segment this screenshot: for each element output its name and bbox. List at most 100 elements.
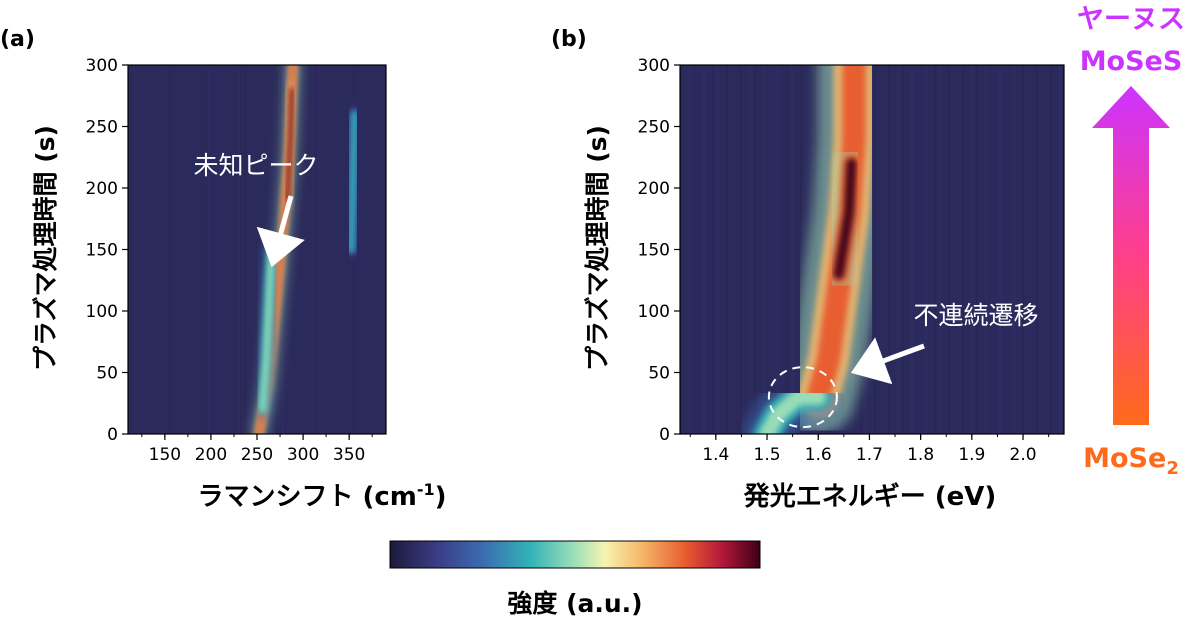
annotation-arrow-b xyxy=(850,337,925,385)
y-tick-label: 150 xyxy=(86,241,118,261)
annotation-discontinuous-transition: 不連続遷移 xyxy=(913,301,1038,330)
heatmap-texture-streak xyxy=(689,65,691,434)
y-tick-label: 250 xyxy=(86,118,118,138)
colorbar-gradient xyxy=(389,540,761,569)
heatmap-texture-streak xyxy=(712,65,714,434)
heatmap-texture-streak xyxy=(680,65,682,434)
x-tick-label: 350 xyxy=(333,445,365,465)
y-axis-title-a: プラズマ処理時間 (s) xyxy=(31,125,60,371)
janus-label: ヤーヌス xyxy=(1077,4,1185,35)
heatmap-texture-streak xyxy=(205,65,207,434)
moses-label: MoSeS xyxy=(1080,46,1183,77)
heatmap-texture-streak xyxy=(130,65,132,434)
heatmap-texture-streak xyxy=(206,65,208,434)
y-tick-label: 0 xyxy=(107,425,118,445)
heatmap-texture-streak xyxy=(317,65,319,434)
heatmap-texture-streak xyxy=(754,65,756,434)
heatmap-texture-streak xyxy=(129,65,131,434)
heatmap-texture-streak xyxy=(313,65,315,434)
heatmap-texture-streak xyxy=(800,65,802,434)
x-tick-label: 1.9 xyxy=(958,445,985,465)
panel-b: (b) 0 50 100 150 200 250 300 1.4 1.5 1.6 1.7 1.8 1.9… xyxy=(551,27,1065,512)
x-tick-label: 1.4 xyxy=(702,445,729,465)
heatmap-texture-streak xyxy=(128,65,130,434)
heatmap-b xyxy=(680,65,1064,434)
y-tick-label: 50 xyxy=(96,364,118,384)
heatmap-texture-streak xyxy=(999,65,1001,434)
heatmap-texture-streak xyxy=(888,65,890,434)
x-tick-label: 300 xyxy=(287,445,319,465)
heatmap-texture-streak xyxy=(976,65,978,434)
heatmap-texture-streak xyxy=(703,65,705,434)
panel-label-b: (b) xyxy=(551,27,587,52)
colorbar-label: 強度 (a.u.) xyxy=(507,589,642,618)
heatmap-texture-streak xyxy=(934,65,936,434)
heatmap-texture-streak xyxy=(314,65,316,434)
heatmap-texture-streak xyxy=(962,65,964,434)
colorbar: 強度 (a.u.) xyxy=(389,540,761,618)
axes-b: 0 50 100 150 200 250 300 1.4 1.5 1.6 1.7 1.8 1.9 2.0 不… xyxy=(638,56,1065,465)
panel-label-a: (a) xyxy=(0,27,35,52)
heatmap-texture-streak xyxy=(740,65,742,434)
x-tick-label: 1.7 xyxy=(856,445,883,465)
transition-dashed-circle xyxy=(767,366,838,429)
y-tick-label: 300 xyxy=(638,56,670,76)
band-pl-low xyxy=(759,389,826,434)
x-tick-label: 1.6 xyxy=(805,445,832,465)
x-tick-label: 1.5 xyxy=(754,445,781,465)
heatmap-texture-streak xyxy=(240,65,242,434)
y-tick-label: 250 xyxy=(638,118,670,138)
heatmap-texture-streak xyxy=(1059,65,1061,434)
mose2-label: MoSe2 xyxy=(1083,443,1179,479)
band-pl-core xyxy=(833,158,857,280)
x-axis-title-b: 発光エネルギー (eV) xyxy=(743,482,997,512)
heatmap-texture-streak xyxy=(166,65,168,434)
heatmap-texture-streak xyxy=(165,65,167,434)
heatmap-texture-streak xyxy=(726,65,728,434)
heatmap-texture-streak xyxy=(985,65,987,434)
axes-a: 0 50 100 150 200 250 300 150 200 250 300 350 未知ピーク xyxy=(86,56,387,465)
heatmap-texture-streak xyxy=(717,65,719,434)
x-tick-label: 200 xyxy=(195,445,227,465)
y-tick-label: 100 xyxy=(86,302,118,322)
heatmap-texture-streak xyxy=(203,65,205,434)
heatmap-texture-streak xyxy=(763,65,765,434)
y-tick-label: 200 xyxy=(638,179,670,199)
band-side-band-350 xyxy=(348,111,358,253)
heatmap-texture-streak xyxy=(777,65,779,434)
heatmap-texture-streak xyxy=(207,65,209,434)
x-tick-label: 250 xyxy=(241,445,273,465)
x-axis-title-a: ラマンシフト (cm-1) xyxy=(197,480,446,512)
x-tick-label: 1.8 xyxy=(907,445,934,465)
transition-arrow-icon xyxy=(1092,86,1170,425)
heatmap-texture-streak xyxy=(1022,65,1024,434)
heatmap-texture-streak xyxy=(1050,65,1052,434)
heatmap-texture-streak xyxy=(897,65,899,434)
x-tick-label: 150 xyxy=(149,445,181,465)
heatmap-texture-streak xyxy=(791,65,793,434)
heatmap-texture-streak xyxy=(202,65,204,434)
x-tick-label: 2.0 xyxy=(1010,445,1037,465)
y-tick-label: 0 xyxy=(659,425,670,445)
heatmap-texture-streak xyxy=(241,65,243,434)
y-tick-label: 200 xyxy=(86,179,118,199)
heatmap-texture-streak xyxy=(939,65,941,434)
heatmap-texture-streak xyxy=(204,65,206,434)
transition-indicator: ヤーヌス MoSeS MoSe2 xyxy=(1077,4,1185,479)
heatmap-texture-streak xyxy=(168,65,170,434)
heatmap-texture-streak xyxy=(948,65,950,434)
heatmap-texture-streak xyxy=(242,65,244,434)
heatmap-texture-streak xyxy=(133,65,135,434)
heatmap-texture-streak xyxy=(244,65,246,434)
panel-a: (a) 0 50 100 150 200 250 300 150 200 250 300 350 未知ピ… xyxy=(0,27,447,512)
heatmap-texture-streak xyxy=(315,65,317,434)
heatmap-texture-streak xyxy=(1036,65,1038,434)
heatmap-texture-streak xyxy=(749,65,751,434)
band-main-peak-core xyxy=(285,88,294,202)
y-axis-title-b: プラズマ処理時間 (s) xyxy=(583,125,612,371)
heatmap-texture-streak xyxy=(170,65,172,434)
heatmap-texture-streak xyxy=(169,65,171,434)
y-tick-label: 300 xyxy=(86,56,118,76)
heatmap-texture-streak xyxy=(971,65,973,434)
